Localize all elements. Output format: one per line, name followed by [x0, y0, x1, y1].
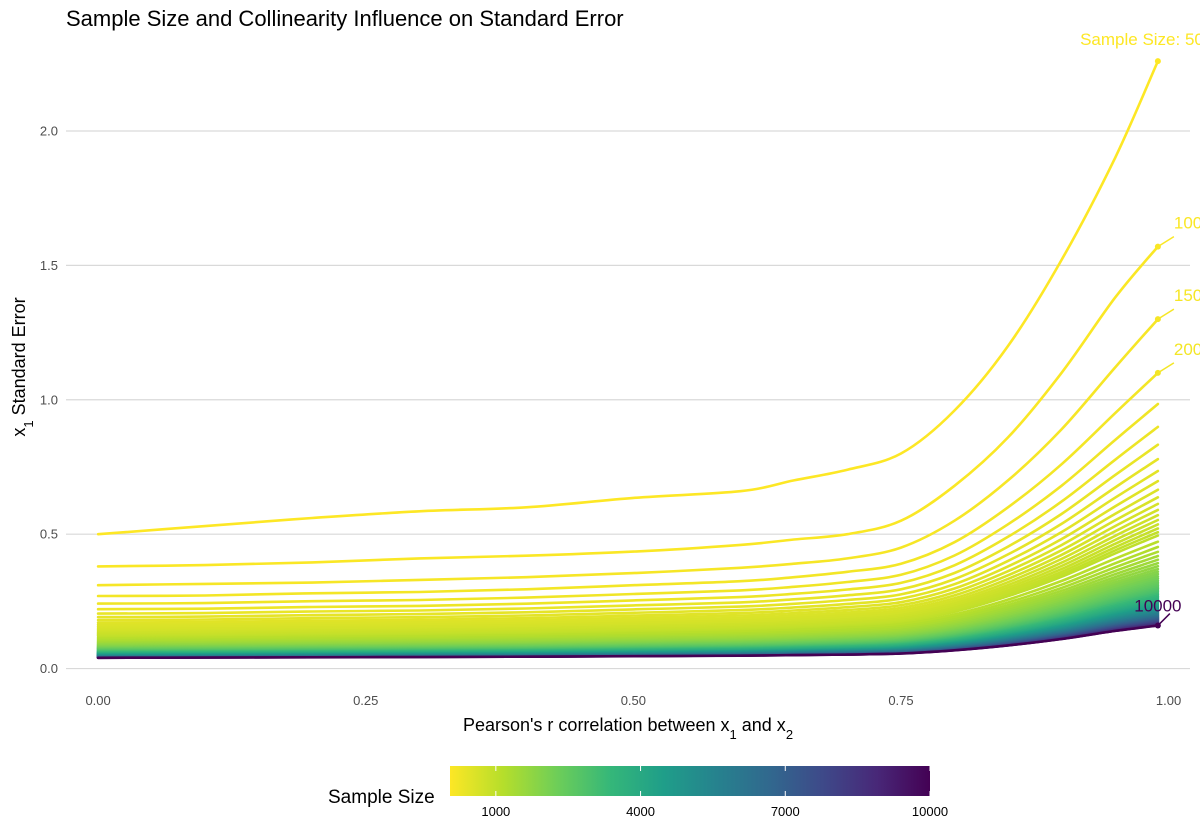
series-line-intermediate — [96, 496, 1160, 628]
color-legend: Sample Size 1000 4000 7000 10000 — [328, 766, 948, 819]
label-leader — [1157, 308, 1175, 320]
series-line-10000 — [96, 624, 1160, 660]
legend-tick-label: 4000 — [626, 804, 655, 819]
y-axis-title: x1 Standard Error — [9, 297, 36, 436]
legend-tick-label: 10000 — [912, 804, 948, 819]
y-tick-label: 0.0 — [40, 661, 58, 676]
x-tick-label: 0.75 — [888, 693, 913, 708]
legend-title: Sample Size — [328, 787, 435, 808]
series-lines — [96, 59, 1160, 660]
end-label-100: 100 — [1174, 214, 1200, 233]
series-line-intermediate — [96, 402, 1160, 605]
end-label-50: Sample Size: 50 — [1080, 30, 1200, 49]
y-tick-label: 1.0 — [40, 392, 58, 407]
series-line-intermediate — [96, 443, 1160, 615]
series-line-50 — [96, 59, 1160, 536]
x-tick-label: 0.00 — [85, 693, 110, 708]
series-line-intermediate — [96, 469, 1160, 622]
y-tick-label: 0.5 — [40, 527, 58, 542]
series-line-intermediate — [96, 488, 1160, 626]
x-tick-label: 0.50 — [621, 693, 646, 708]
x-tick-label: 0.25 — [353, 693, 378, 708]
series-line-intermediate — [96, 425, 1160, 611]
series-line-intermediate — [96, 502, 1160, 630]
series-line-200 — [96, 371, 1160, 598]
label-leader — [1157, 235, 1175, 248]
y-tick-label: 1.5 — [40, 258, 58, 273]
legend-tick-label: 7000 — [771, 804, 800, 819]
end-point-50 — [1154, 58, 1161, 65]
series-line-intermediate — [96, 540, 1160, 639]
label-leader — [1157, 362, 1175, 374]
end-label-200: 200 — [1174, 340, 1200, 359]
grid — [66, 130, 1190, 670]
chart-title: Sample Size and Collinearity Influence o… — [66, 6, 624, 31]
series-line-150 — [96, 317, 1160, 587]
end-label-150: 150 — [1174, 286, 1200, 305]
legend-ticks: 1000 4000 7000 10000 — [481, 766, 948, 819]
series-line-intermediate — [96, 479, 1160, 624]
y-axis-ticks: 0.0 0.5 1.0 1.5 2.0 — [40, 124, 58, 677]
x-tick-label: 1.00 — [1156, 693, 1181, 708]
end-labels: 10000 200 150 100 Sample Size: 50 — [1080, 30, 1200, 629]
end-label-10000: 10000 — [1134, 597, 1181, 616]
legend-tick-label: 1000 — [481, 804, 510, 819]
x-axis-title: Pearson's r correlation between x1 and x… — [463, 715, 793, 742]
series-line-intermediate — [96, 545, 1160, 640]
label-leader — [1157, 613, 1171, 627]
series-line-intermediate — [96, 457, 1160, 619]
series-line-100 — [96, 245, 1160, 568]
x-axis-ticks: 0.00 0.25 0.50 0.75 1.00 — [85, 693, 1181, 708]
legend-colorbar — [450, 766, 930, 796]
y-tick-label: 2.0 — [40, 124, 58, 139]
series-line-intermediate — [96, 508, 1160, 631]
